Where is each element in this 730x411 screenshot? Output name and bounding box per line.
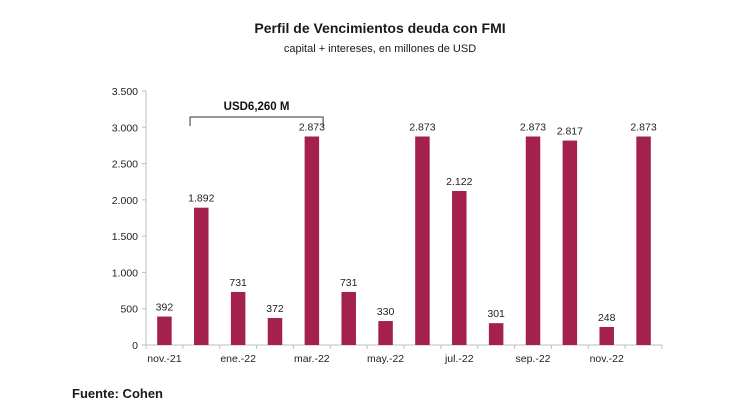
bar [267, 318, 283, 345]
y-tick-label: 500 [120, 304, 138, 316]
data-label: 2.873 [630, 122, 656, 134]
y-tick-label: 2.000 [112, 195, 138, 207]
y-tick-label: 1.500 [112, 231, 138, 243]
annotation-label: USD6,260 M [224, 101, 290, 113]
source-note: Fuente: Cohen [72, 386, 163, 401]
data-label: 392 [156, 302, 174, 314]
bar [341, 291, 356, 345]
y-axis-ticks: 0 500 1.000 1.500 2.000 2.500 3.000 3.500 [112, 86, 146, 352]
bar-chart: 0 500 1.000 1.500 2.000 2.500 3.000 3.500 392 1.… [112, 86, 663, 365]
data-label: 731 [340, 277, 358, 289]
x-axis-ticks: nov.-21 ene.-22 mar.-22 may.-22 jul.-22 sep.-… [145, 345, 663, 365]
x-tick-label: mar.-22 [294, 353, 330, 365]
bar [304, 136, 320, 345]
bar [562, 140, 578, 345]
y-tick-label: 3.000 [112, 122, 138, 134]
y-tick-label: 2.500 [112, 159, 138, 171]
data-label: 2.873 [520, 122, 546, 134]
bar [378, 321, 393, 345]
bar [488, 323, 504, 345]
data-label: 731 [229, 277, 247, 289]
data-label: 248 [598, 312, 616, 324]
y-tick-label: 3.500 [112, 86, 138, 98]
x-tick-label: sep.-22 [515, 353, 550, 365]
x-tick-label: nov.-21 [147, 353, 181, 365]
bar [599, 327, 614, 345]
data-label: 2.873 [409, 122, 435, 134]
data-label: 2.873 [299, 122, 325, 134]
y-tick-label: 1.000 [112, 267, 138, 279]
chart-subtitle: capital + intereses, en millones de USD [283, 43, 477, 55]
data-label: 2.122 [446, 176, 472, 188]
bar [636, 136, 651, 345]
data-label: 330 [377, 306, 395, 318]
bars [157, 136, 651, 345]
x-tick-label: nov.-22 [590, 353, 624, 365]
bar [525, 136, 541, 345]
y-tick-label: 0 [132, 340, 138, 352]
annotation-bracket-line [189, 116, 324, 126]
chart-title: Perfil de Vencimientos deuda con FMI [254, 20, 506, 36]
bar [452, 191, 467, 345]
x-tick-label: jul.-22 [444, 353, 474, 365]
bar [415, 136, 430, 345]
bar [230, 291, 246, 345]
data-label: 2.817 [557, 126, 583, 138]
data-label: 372 [266, 303, 284, 315]
annotation-bracket: USD6,260 M [189, 101, 324, 126]
x-tick-label: ene.-22 [220, 353, 256, 365]
bar [194, 207, 209, 345]
data-label: 301 [487, 308, 505, 320]
x-tick-label: may.-22 [367, 353, 404, 365]
data-label: 1.892 [188, 193, 214, 205]
bar [157, 316, 172, 345]
data-labels: 392 1.892 731 372 2.873 731 330 2.873 2.122 301 2.… [156, 122, 657, 325]
